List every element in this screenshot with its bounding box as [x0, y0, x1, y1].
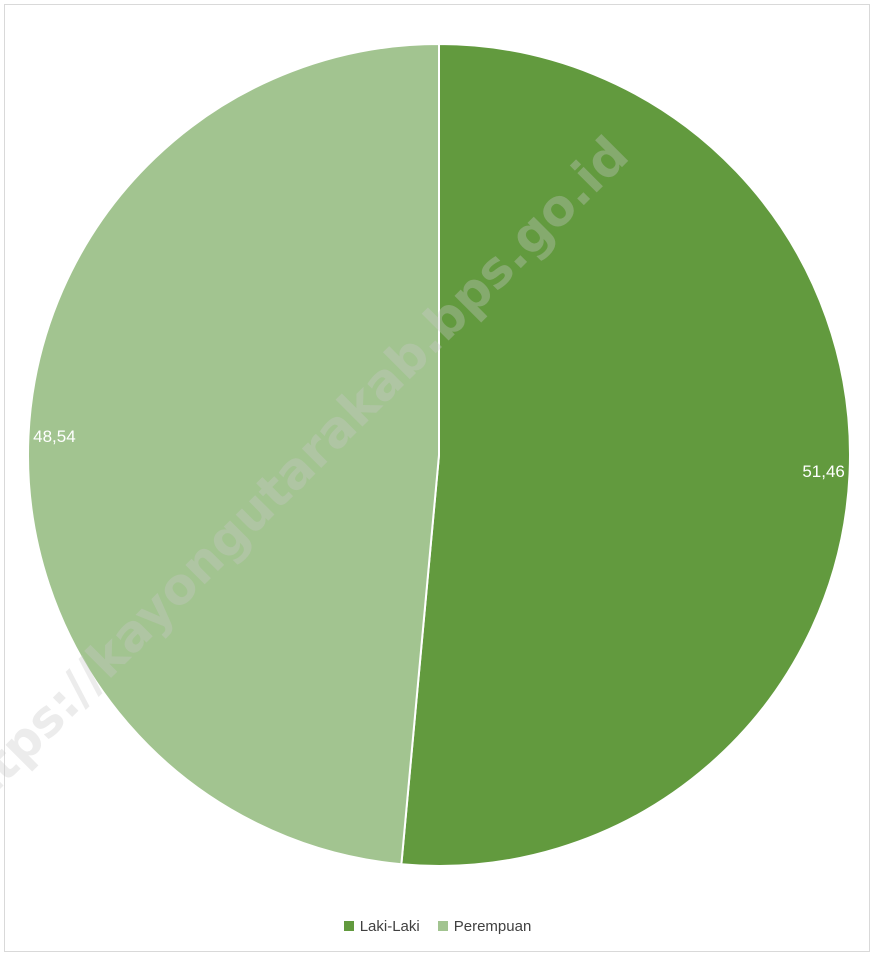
data-label-laki-laki: 51,46 — [802, 462, 845, 481]
pie-slice-perempuan — [27, 42, 440, 866]
legend-label-laki-laki: Laki-Laki — [359, 917, 420, 935]
pie-slice-laki-laki — [400, 42, 851, 867]
data-label-perempuan: 48,54 — [33, 427, 76, 446]
legend-item-laki-laki: Laki-Laki — [343, 917, 420, 935]
legend-item-perempuan: Perempuan — [437, 917, 532, 935]
chart-legend: Laki-Laki Perempuan — [0, 914, 875, 938]
legend-swatch-laki-laki — [343, 921, 354, 931]
legend-swatch-perempuan — [437, 921, 448, 931]
legend-label-perempuan: Perempuan — [453, 917, 532, 935]
